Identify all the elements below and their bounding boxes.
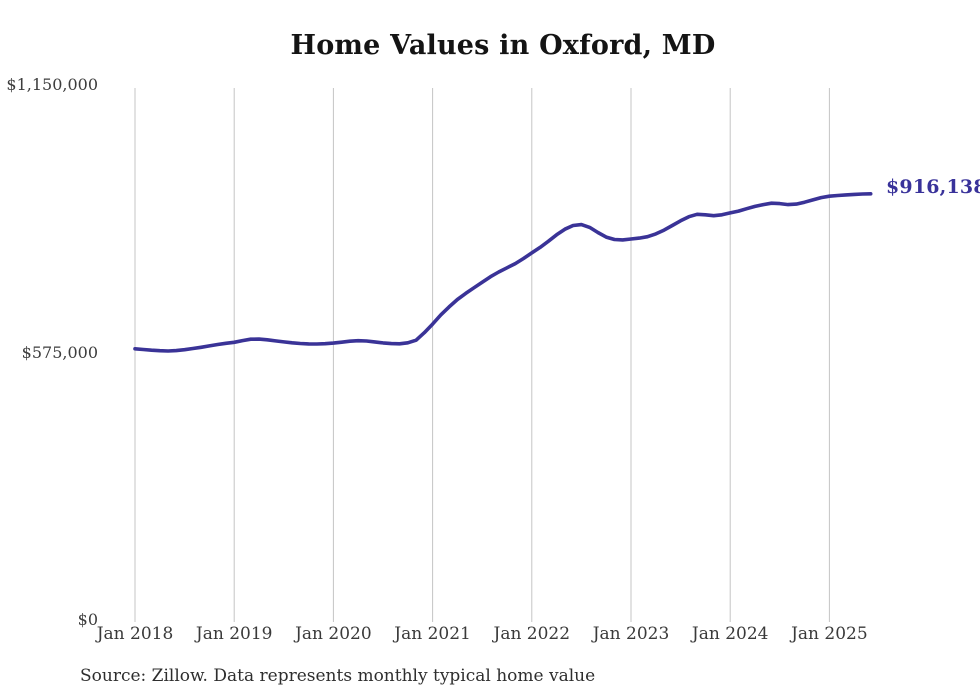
y-tick-label: $1,150,000 bbox=[6, 75, 98, 94]
x-tick-label: Jan 2024 bbox=[691, 624, 769, 644]
x-tick-label: Jan 2020 bbox=[295, 624, 372, 644]
source-note: Source: Zillow. Data represents monthly … bbox=[80, 666, 596, 686]
chart-title: Home Values in Oxford, MD bbox=[290, 30, 716, 61]
year-gridlines bbox=[134, 88, 830, 622]
x-tick-label: Jan 2019 bbox=[195, 624, 273, 644]
x-tick-label: Jan 2023 bbox=[592, 624, 670, 644]
end-value-label: $916,138 bbox=[886, 176, 980, 198]
y-tick-label: $575,000 bbox=[21, 342, 98, 362]
x-tick-label: Jan 2022 bbox=[493, 624, 571, 644]
x-tick-label: Jan 2025 bbox=[791, 624, 868, 644]
x-tick-label: Jan 2018 bbox=[96, 624, 174, 644]
y-tick-label: $0 bbox=[77, 610, 98, 629]
home-value-line bbox=[133, 192, 873, 353]
x-tick-label: Jan 2021 bbox=[394, 624, 471, 644]
